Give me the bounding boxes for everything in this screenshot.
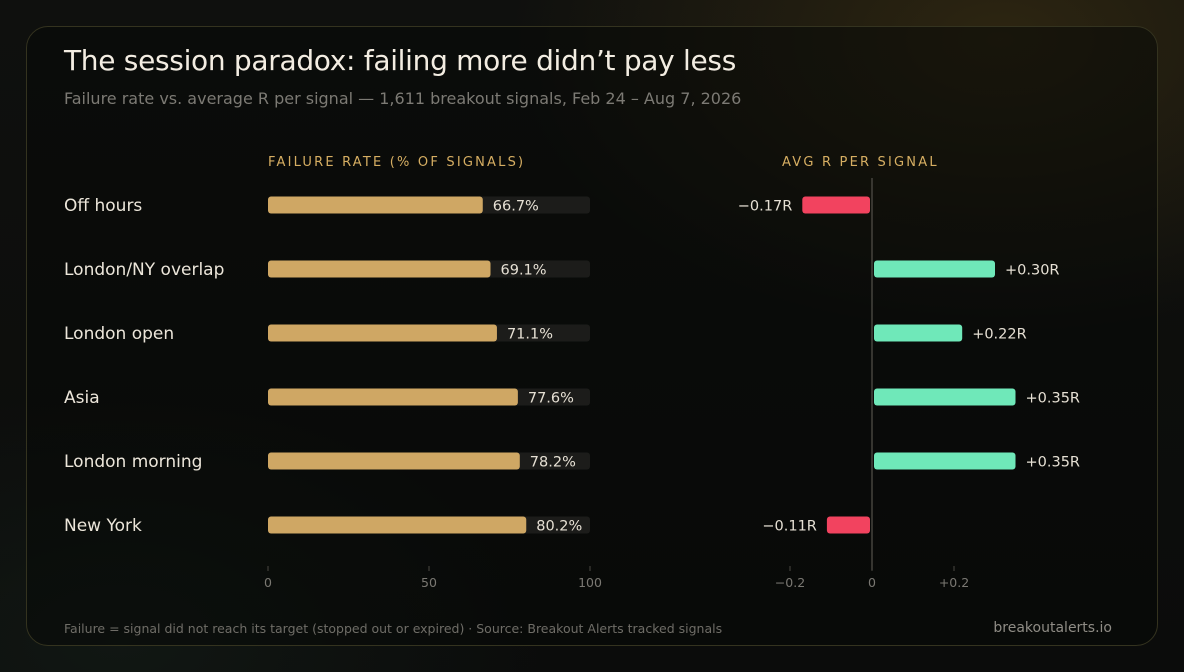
failure-bar bbox=[268, 324, 497, 342]
failure-bar bbox=[268, 452, 520, 470]
failure-value-label: 77.6% bbox=[528, 391, 574, 407]
avg-r-positive-bar bbox=[874, 452, 1016, 470]
avg-r-value-label: −0.11R bbox=[762, 519, 817, 535]
category-label: London open bbox=[64, 324, 174, 344]
avg-r-value-label: −0.17R bbox=[738, 199, 793, 215]
avg-r-negative-bar bbox=[802, 196, 870, 214]
avg-r-value-label: +0.30R bbox=[1005, 263, 1060, 279]
avg-r-tick-label: +0.2 bbox=[939, 575, 969, 590]
avg-r-value-label: +0.22R bbox=[972, 327, 1027, 343]
failure-tick-label: 50 bbox=[421, 575, 437, 590]
category-label: Asia bbox=[64, 388, 100, 408]
failure-tick-label: 0 bbox=[264, 575, 272, 590]
failure-bar bbox=[268, 260, 491, 278]
avg-r-positive-bar bbox=[874, 260, 995, 278]
avg-r-value-label: +0.35R bbox=[1026, 391, 1081, 407]
failure-value-label: 66.7% bbox=[493, 199, 539, 215]
footer-note: Failure = signal did not reach its targe… bbox=[64, 621, 723, 636]
avg-r-tick-label: 0 bbox=[868, 575, 876, 590]
avg-r-value-label: +0.35R bbox=[1026, 455, 1081, 471]
failure-value-label: 69.1% bbox=[501, 263, 547, 279]
chart-title: The session paradox: failing more didn’t… bbox=[64, 44, 737, 77]
category-label: London morning bbox=[64, 452, 202, 472]
category-label: London/NY overlap bbox=[64, 260, 224, 280]
chart-card bbox=[26, 26, 1158, 646]
category-label: New York bbox=[64, 516, 142, 536]
avg-r-positive-bar bbox=[874, 324, 963, 342]
failure-rate-heading: FAILURE RATE (% OF SIGNALS) bbox=[268, 155, 526, 170]
failure-value-label: 80.2% bbox=[536, 519, 582, 535]
avg-r-tick-label: −0.2 bbox=[775, 575, 805, 590]
failure-bar bbox=[268, 516, 527, 534]
avg-r-positive-bar bbox=[874, 388, 1016, 406]
failure-bar bbox=[268, 196, 483, 214]
chart-subtitle: Failure rate vs. average R per signal — … bbox=[64, 89, 742, 108]
failure-bar bbox=[268, 388, 518, 406]
avg-r-heading: AVG R PER SIGNAL bbox=[782, 155, 939, 170]
failure-value-label: 71.1% bbox=[507, 327, 553, 343]
failure-value-label: 78.2% bbox=[530, 455, 576, 471]
avg-r-negative-bar bbox=[826, 516, 870, 534]
footer-brand[interactable]: breakoutalerts.io bbox=[993, 620, 1112, 636]
category-label: Off hours bbox=[64, 196, 142, 216]
failure-tick-label: 100 bbox=[578, 575, 602, 590]
